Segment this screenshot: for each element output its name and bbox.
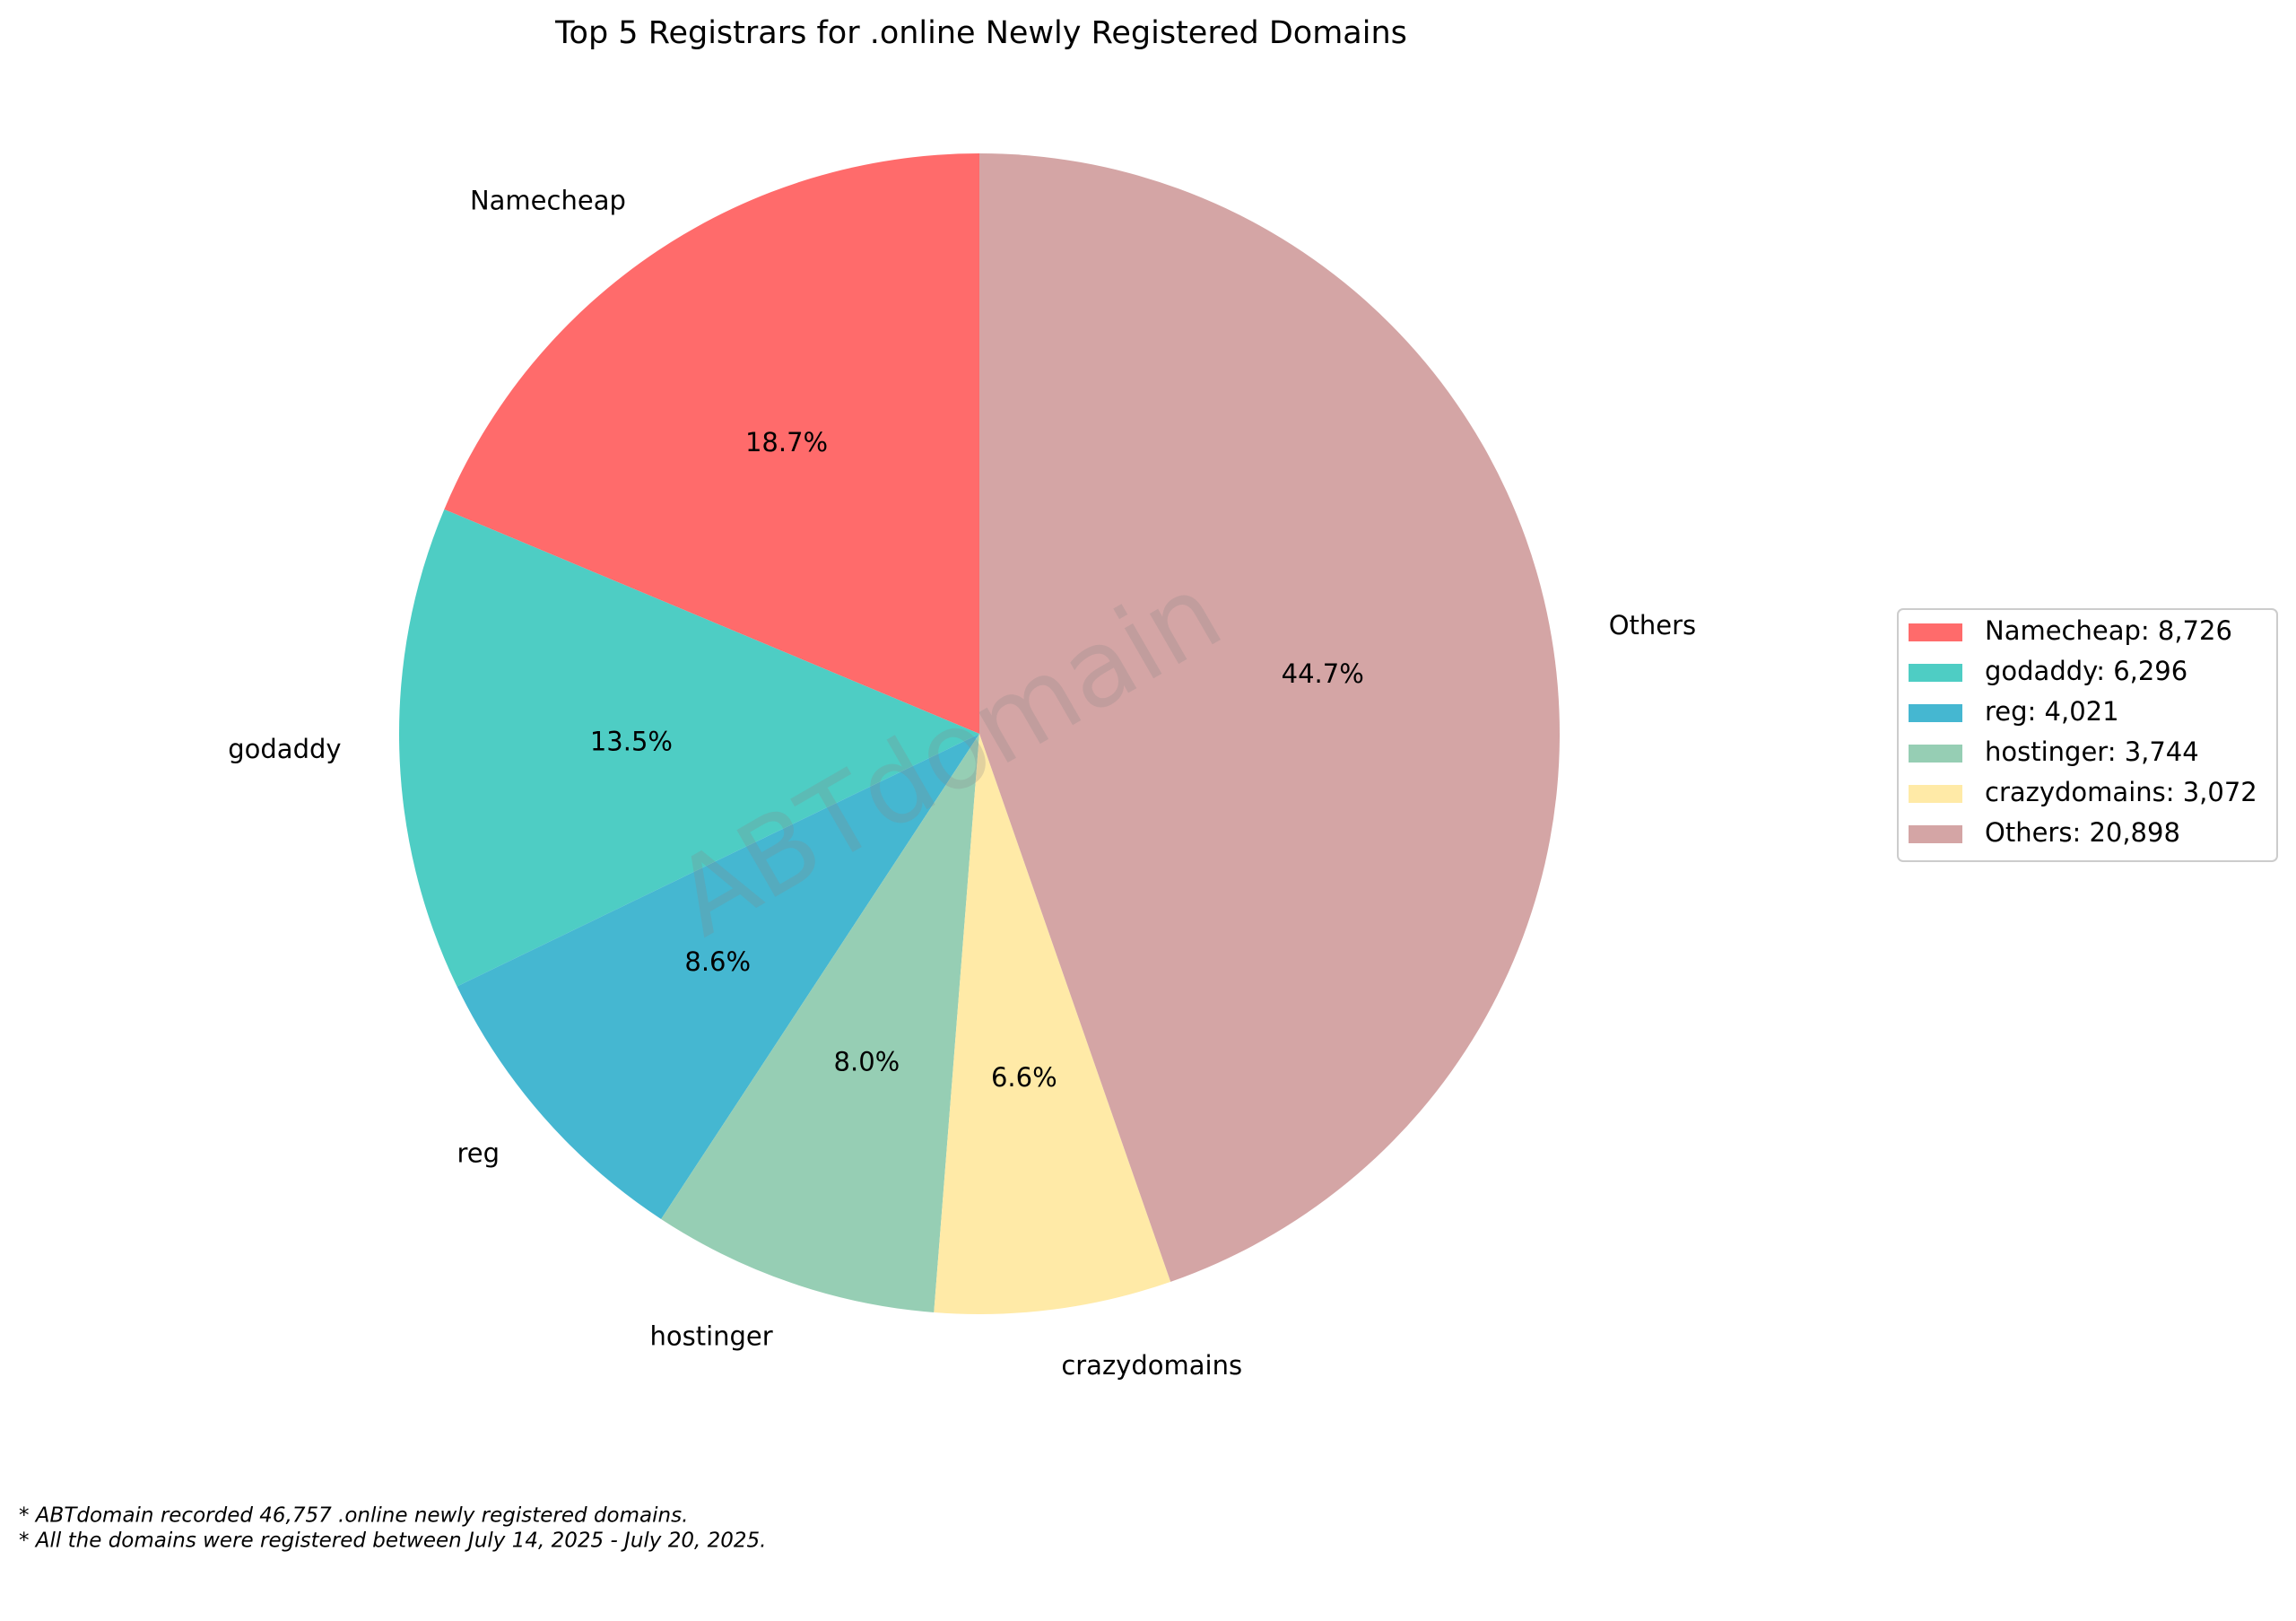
percent-label: 6.6%: [991, 1062, 1057, 1093]
legend-swatch: [1909, 825, 1962, 843]
legend-swatch: [1909, 745, 1962, 763]
percent-label: 44.7%: [1282, 658, 1364, 689]
legend-label: hostinger: 3,744: [1985, 736, 2199, 767]
legend-swatch: [1909, 623, 1962, 641]
slice-label: crazydomains: [1061, 1350, 1242, 1381]
pie-slice: [979, 153, 1560, 1282]
pie-slice: [457, 734, 979, 1219]
pie-slice: [398, 509, 979, 987]
legend-swatch: [1909, 704, 1962, 722]
legend-label: godaddy: 6,296: [1985, 656, 2187, 686]
legend-box: [1897, 608, 2278, 862]
pie-slice: [444, 153, 979, 734]
slice-label: godaddy: [228, 734, 341, 764]
legend-label: Others: 20,898: [1985, 817, 2180, 848]
legend-label: crazydomains: 3,072: [1985, 777, 2257, 807]
pie: [398, 153, 1560, 1314]
percent-label: 13.5%: [590, 726, 673, 756]
percent-label: 8.6%: [684, 946, 751, 977]
legend-label: reg: 4,021: [1985, 696, 2119, 727]
legend-swatch: [1909, 664, 1962, 682]
slice-label: hostinger: [649, 1320, 772, 1351]
percent-label: 8.0%: [834, 1046, 900, 1076]
slice-label: reg: [457, 1137, 500, 1168]
slice-label: Namecheap: [470, 185, 626, 215]
footnote: * All the domains were registered betwee…: [19, 1529, 766, 1553]
legend-swatch: [1909, 785, 1962, 803]
legend-label: Namecheap: 8,726: [1985, 615, 2232, 646]
chart-title: Top 5 Registrars for .online Newly Regis…: [554, 15, 1407, 51]
pie-slice: [934, 734, 1171, 1314]
slice-label: Others: [1609, 610, 1696, 641]
pie-slice: [661, 734, 979, 1313]
percent-label: 18.7%: [745, 427, 828, 458]
footnote: * ABTdomain recorded 46,757 .online newl…: [19, 1504, 688, 1528]
